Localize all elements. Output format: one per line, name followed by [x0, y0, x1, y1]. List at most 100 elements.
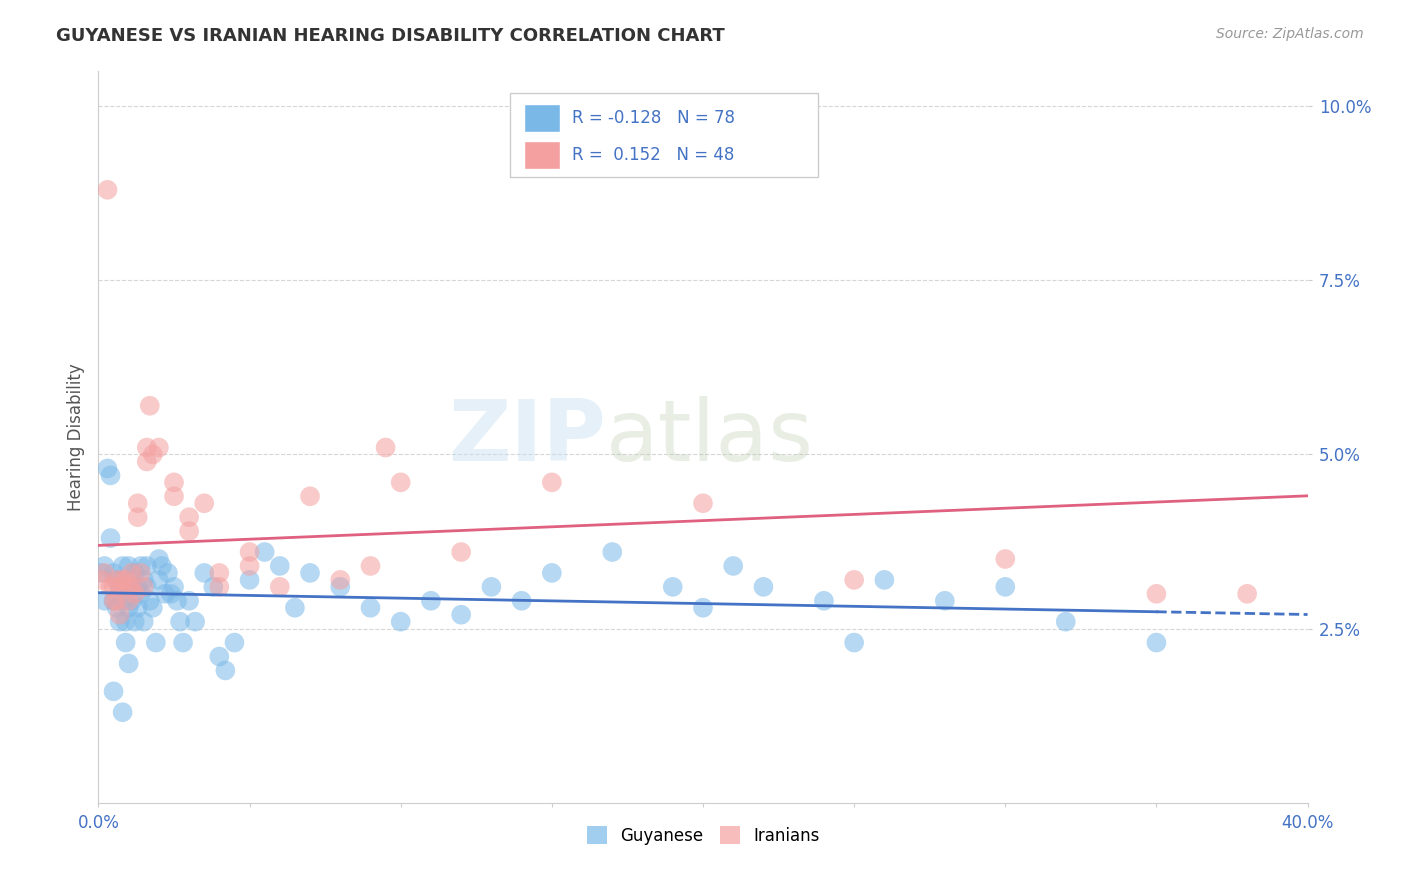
Point: [163, 580, 186, 594]
Point: [103, 594, 125, 608]
Point: [114, 573, 136, 587]
Point: [692, 600, 714, 615]
Point: [202, 580, 225, 594]
Point: [135, 454, 157, 468]
Point: [135, 441, 157, 455]
Point: [127, 600, 149, 615]
Point: [239, 545, 262, 559]
Point: [844, 573, 866, 587]
Point: [148, 573, 170, 587]
Point: [661, 580, 683, 594]
Text: Source: ZipAtlas.com: Source: ZipAtlas.com: [1216, 27, 1364, 41]
Point: [145, 635, 167, 649]
Point: [193, 496, 215, 510]
Point: [540, 566, 562, 580]
Point: [150, 558, 173, 573]
Point: [193, 566, 215, 580]
Point: [129, 566, 152, 580]
Point: [118, 657, 141, 671]
Point: [813, 594, 835, 608]
Point: [103, 580, 125, 594]
Legend: Guyanese, Iranians: Guyanese, Iranians: [578, 818, 828, 853]
Point: [481, 580, 503, 594]
Point: [420, 594, 443, 608]
Point: [105, 573, 128, 587]
Point: [90, 566, 112, 580]
Point: [118, 558, 141, 573]
Point: [239, 558, 262, 573]
Text: ZIP: ZIP: [449, 395, 606, 479]
Point: [184, 615, 207, 629]
Point: [360, 600, 382, 615]
Point: [148, 552, 170, 566]
Point: [253, 545, 276, 559]
Point: [111, 594, 134, 608]
Point: [108, 580, 131, 594]
Point: [108, 580, 131, 594]
Point: [100, 468, 122, 483]
Point: [135, 558, 157, 573]
Point: [129, 558, 152, 573]
Point: [96, 461, 118, 475]
Point: [148, 441, 170, 455]
Point: [129, 587, 152, 601]
Point: [118, 594, 141, 608]
Point: [208, 580, 231, 594]
Point: [90, 573, 112, 587]
Point: [132, 573, 155, 587]
Point: [208, 566, 231, 580]
Point: [127, 496, 149, 510]
Point: [1054, 615, 1077, 629]
Point: [93, 566, 115, 580]
Point: [153, 587, 176, 601]
Point: [111, 705, 134, 719]
Point: [844, 635, 866, 649]
Point: [118, 600, 141, 615]
Point: [299, 489, 322, 503]
Point: [179, 510, 201, 524]
Point: [374, 441, 396, 455]
Point: [121, 566, 143, 580]
Point: [135, 580, 157, 594]
Point: [163, 475, 186, 490]
Point: [166, 594, 188, 608]
Point: [103, 684, 125, 698]
Point: [108, 607, 131, 622]
Point: [540, 475, 562, 490]
Point: [994, 580, 1017, 594]
Point: [108, 615, 131, 629]
Point: [752, 580, 775, 594]
Point: [692, 496, 714, 510]
Point: [124, 587, 146, 601]
Point: [96, 183, 118, 197]
Point: [214, 664, 236, 678]
Point: [1144, 635, 1167, 649]
Point: [169, 615, 191, 629]
Point: [179, 594, 201, 608]
Point: [1144, 587, 1167, 601]
Y-axis label: Hearing Disability: Hearing Disability: [66, 363, 84, 511]
Point: [299, 566, 322, 580]
Text: R =  0.152   N = 48: R = 0.152 N = 48: [572, 145, 735, 164]
Point: [105, 594, 128, 608]
Point: [127, 510, 149, 524]
Point: [284, 600, 307, 615]
Point: [172, 635, 194, 649]
Point: [105, 600, 128, 615]
Point: [329, 580, 352, 594]
Point: [118, 580, 141, 594]
Point: [139, 399, 162, 413]
Point: [450, 607, 472, 622]
Point: [118, 580, 141, 594]
Point: [510, 594, 533, 608]
Point: [160, 587, 183, 601]
Point: [224, 635, 246, 649]
Point: [269, 580, 291, 594]
Point: [163, 489, 186, 503]
Point: [329, 573, 352, 587]
Point: [1236, 587, 1258, 601]
Point: [239, 573, 262, 587]
Point: [127, 580, 149, 594]
Point: [105, 573, 128, 587]
FancyBboxPatch shape: [524, 141, 561, 169]
